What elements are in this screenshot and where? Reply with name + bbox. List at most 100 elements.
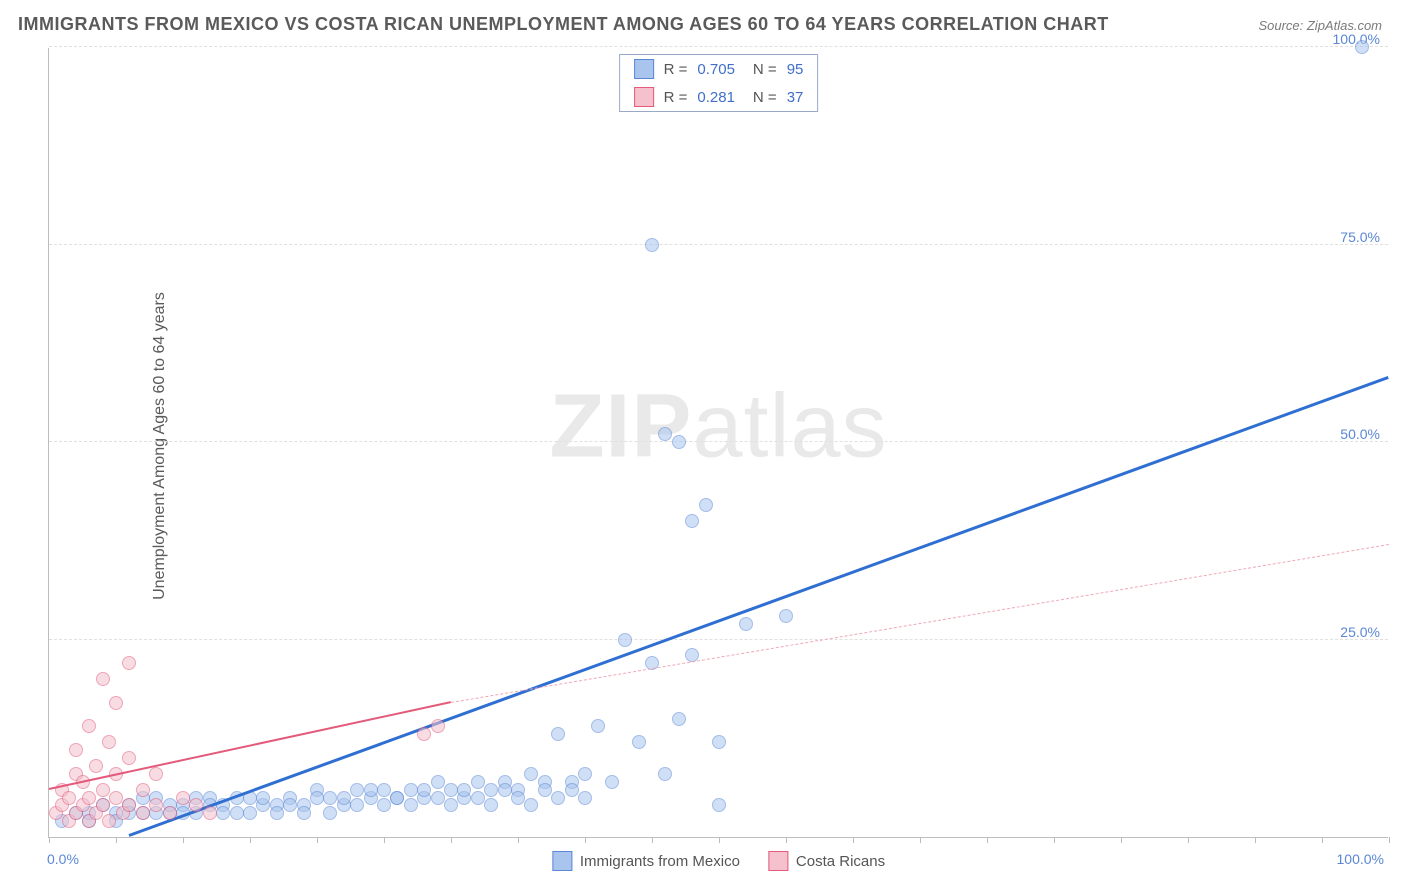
data-point xyxy=(739,617,753,631)
data-point xyxy=(658,767,672,781)
data-point xyxy=(578,791,592,805)
data-point xyxy=(618,633,632,647)
x-tick xyxy=(1322,837,1323,843)
data-point xyxy=(270,806,284,820)
data-point xyxy=(779,609,793,623)
data-point xyxy=(712,798,726,812)
data-point xyxy=(136,783,150,797)
trend-line xyxy=(451,544,1389,703)
data-point xyxy=(122,656,136,670)
data-point xyxy=(484,783,498,797)
stats-row-costarica: R = 0.281 N = 37 xyxy=(620,83,818,111)
data-point xyxy=(102,735,116,749)
data-point xyxy=(122,798,136,812)
data-point xyxy=(444,798,458,812)
data-point xyxy=(672,712,686,726)
data-point xyxy=(404,798,418,812)
data-point xyxy=(524,767,538,781)
x-tick xyxy=(786,837,787,843)
data-point xyxy=(699,498,713,512)
data-point xyxy=(484,798,498,812)
data-point xyxy=(69,743,83,757)
data-point xyxy=(96,798,110,812)
watermark: ZIPatlas xyxy=(549,375,887,478)
gridline xyxy=(49,441,1388,442)
data-point xyxy=(149,798,163,812)
gridline xyxy=(49,244,1388,245)
stats-row-mexico: R = 0.705 N = 95 xyxy=(620,55,818,83)
data-point xyxy=(230,806,244,820)
data-point xyxy=(256,791,270,805)
data-point xyxy=(136,806,150,820)
data-point xyxy=(96,672,110,686)
data-point xyxy=(377,798,391,812)
r-value-costarica: 0.281 xyxy=(697,89,735,106)
data-point xyxy=(404,783,418,797)
y-tick-label: 50.0% xyxy=(1340,426,1380,442)
x-tick xyxy=(518,837,519,843)
legend-swatch-mexico xyxy=(552,851,572,871)
r-value-mexico: 0.705 xyxy=(697,61,735,78)
y-tick-label: 75.0% xyxy=(1340,229,1380,245)
x-tick xyxy=(1255,837,1256,843)
data-point xyxy=(471,775,485,789)
n-value-mexico: 95 xyxy=(787,61,804,78)
x-tick xyxy=(719,837,720,843)
data-point xyxy=(431,719,445,733)
data-point xyxy=(417,727,431,741)
data-point xyxy=(350,783,364,797)
data-point xyxy=(551,727,565,741)
data-point xyxy=(390,791,404,805)
gridline xyxy=(49,639,1388,640)
data-point xyxy=(551,791,565,805)
chart-title: IMMIGRANTS FROM MEXICO VS COSTA RICAN UN… xyxy=(18,14,1109,35)
swatch-mexico xyxy=(634,59,654,79)
x-tick xyxy=(250,837,251,843)
data-point xyxy=(511,791,525,805)
data-point xyxy=(645,238,659,252)
data-point xyxy=(377,783,391,797)
x-tick xyxy=(920,837,921,843)
x-tick xyxy=(451,837,452,843)
data-point xyxy=(323,806,337,820)
x-tick xyxy=(1054,837,1055,843)
data-point xyxy=(163,806,177,820)
x-tick xyxy=(585,837,586,843)
x-tick xyxy=(987,837,988,843)
x-tick-label-max: 100.0% xyxy=(1337,851,1384,867)
x-tick xyxy=(1188,837,1189,843)
data-point xyxy=(591,719,605,733)
data-point xyxy=(444,783,458,797)
data-point xyxy=(62,791,76,805)
data-point xyxy=(176,791,190,805)
x-tick xyxy=(384,837,385,843)
x-tick xyxy=(317,837,318,843)
data-point xyxy=(364,783,378,797)
data-point xyxy=(498,783,512,797)
data-point xyxy=(243,806,257,820)
x-tick xyxy=(1121,837,1122,843)
series-legend: Immigrants from Mexico Costa Ricans xyxy=(552,851,885,871)
x-tick xyxy=(116,837,117,843)
data-point xyxy=(122,751,136,765)
data-point xyxy=(672,435,686,449)
x-tick xyxy=(652,837,653,843)
data-point xyxy=(632,735,646,749)
data-point xyxy=(203,806,217,820)
trend-line xyxy=(129,376,1390,837)
data-point xyxy=(431,791,445,805)
data-point xyxy=(283,798,297,812)
data-point xyxy=(538,783,552,797)
data-point xyxy=(82,791,96,805)
x-tick xyxy=(1389,837,1390,843)
data-point xyxy=(565,783,579,797)
data-point xyxy=(685,514,699,528)
data-point xyxy=(417,783,431,797)
data-point xyxy=(605,775,619,789)
x-tick xyxy=(49,837,50,843)
data-point xyxy=(350,798,364,812)
data-point xyxy=(149,767,163,781)
scatter-plot-area: ZIPatlas R = 0.705 N = 95 R = 0.281 N = … xyxy=(48,48,1388,838)
legend-label-mexico: Immigrants from Mexico xyxy=(580,853,740,870)
legend-label-costarica: Costa Ricans xyxy=(796,853,885,870)
